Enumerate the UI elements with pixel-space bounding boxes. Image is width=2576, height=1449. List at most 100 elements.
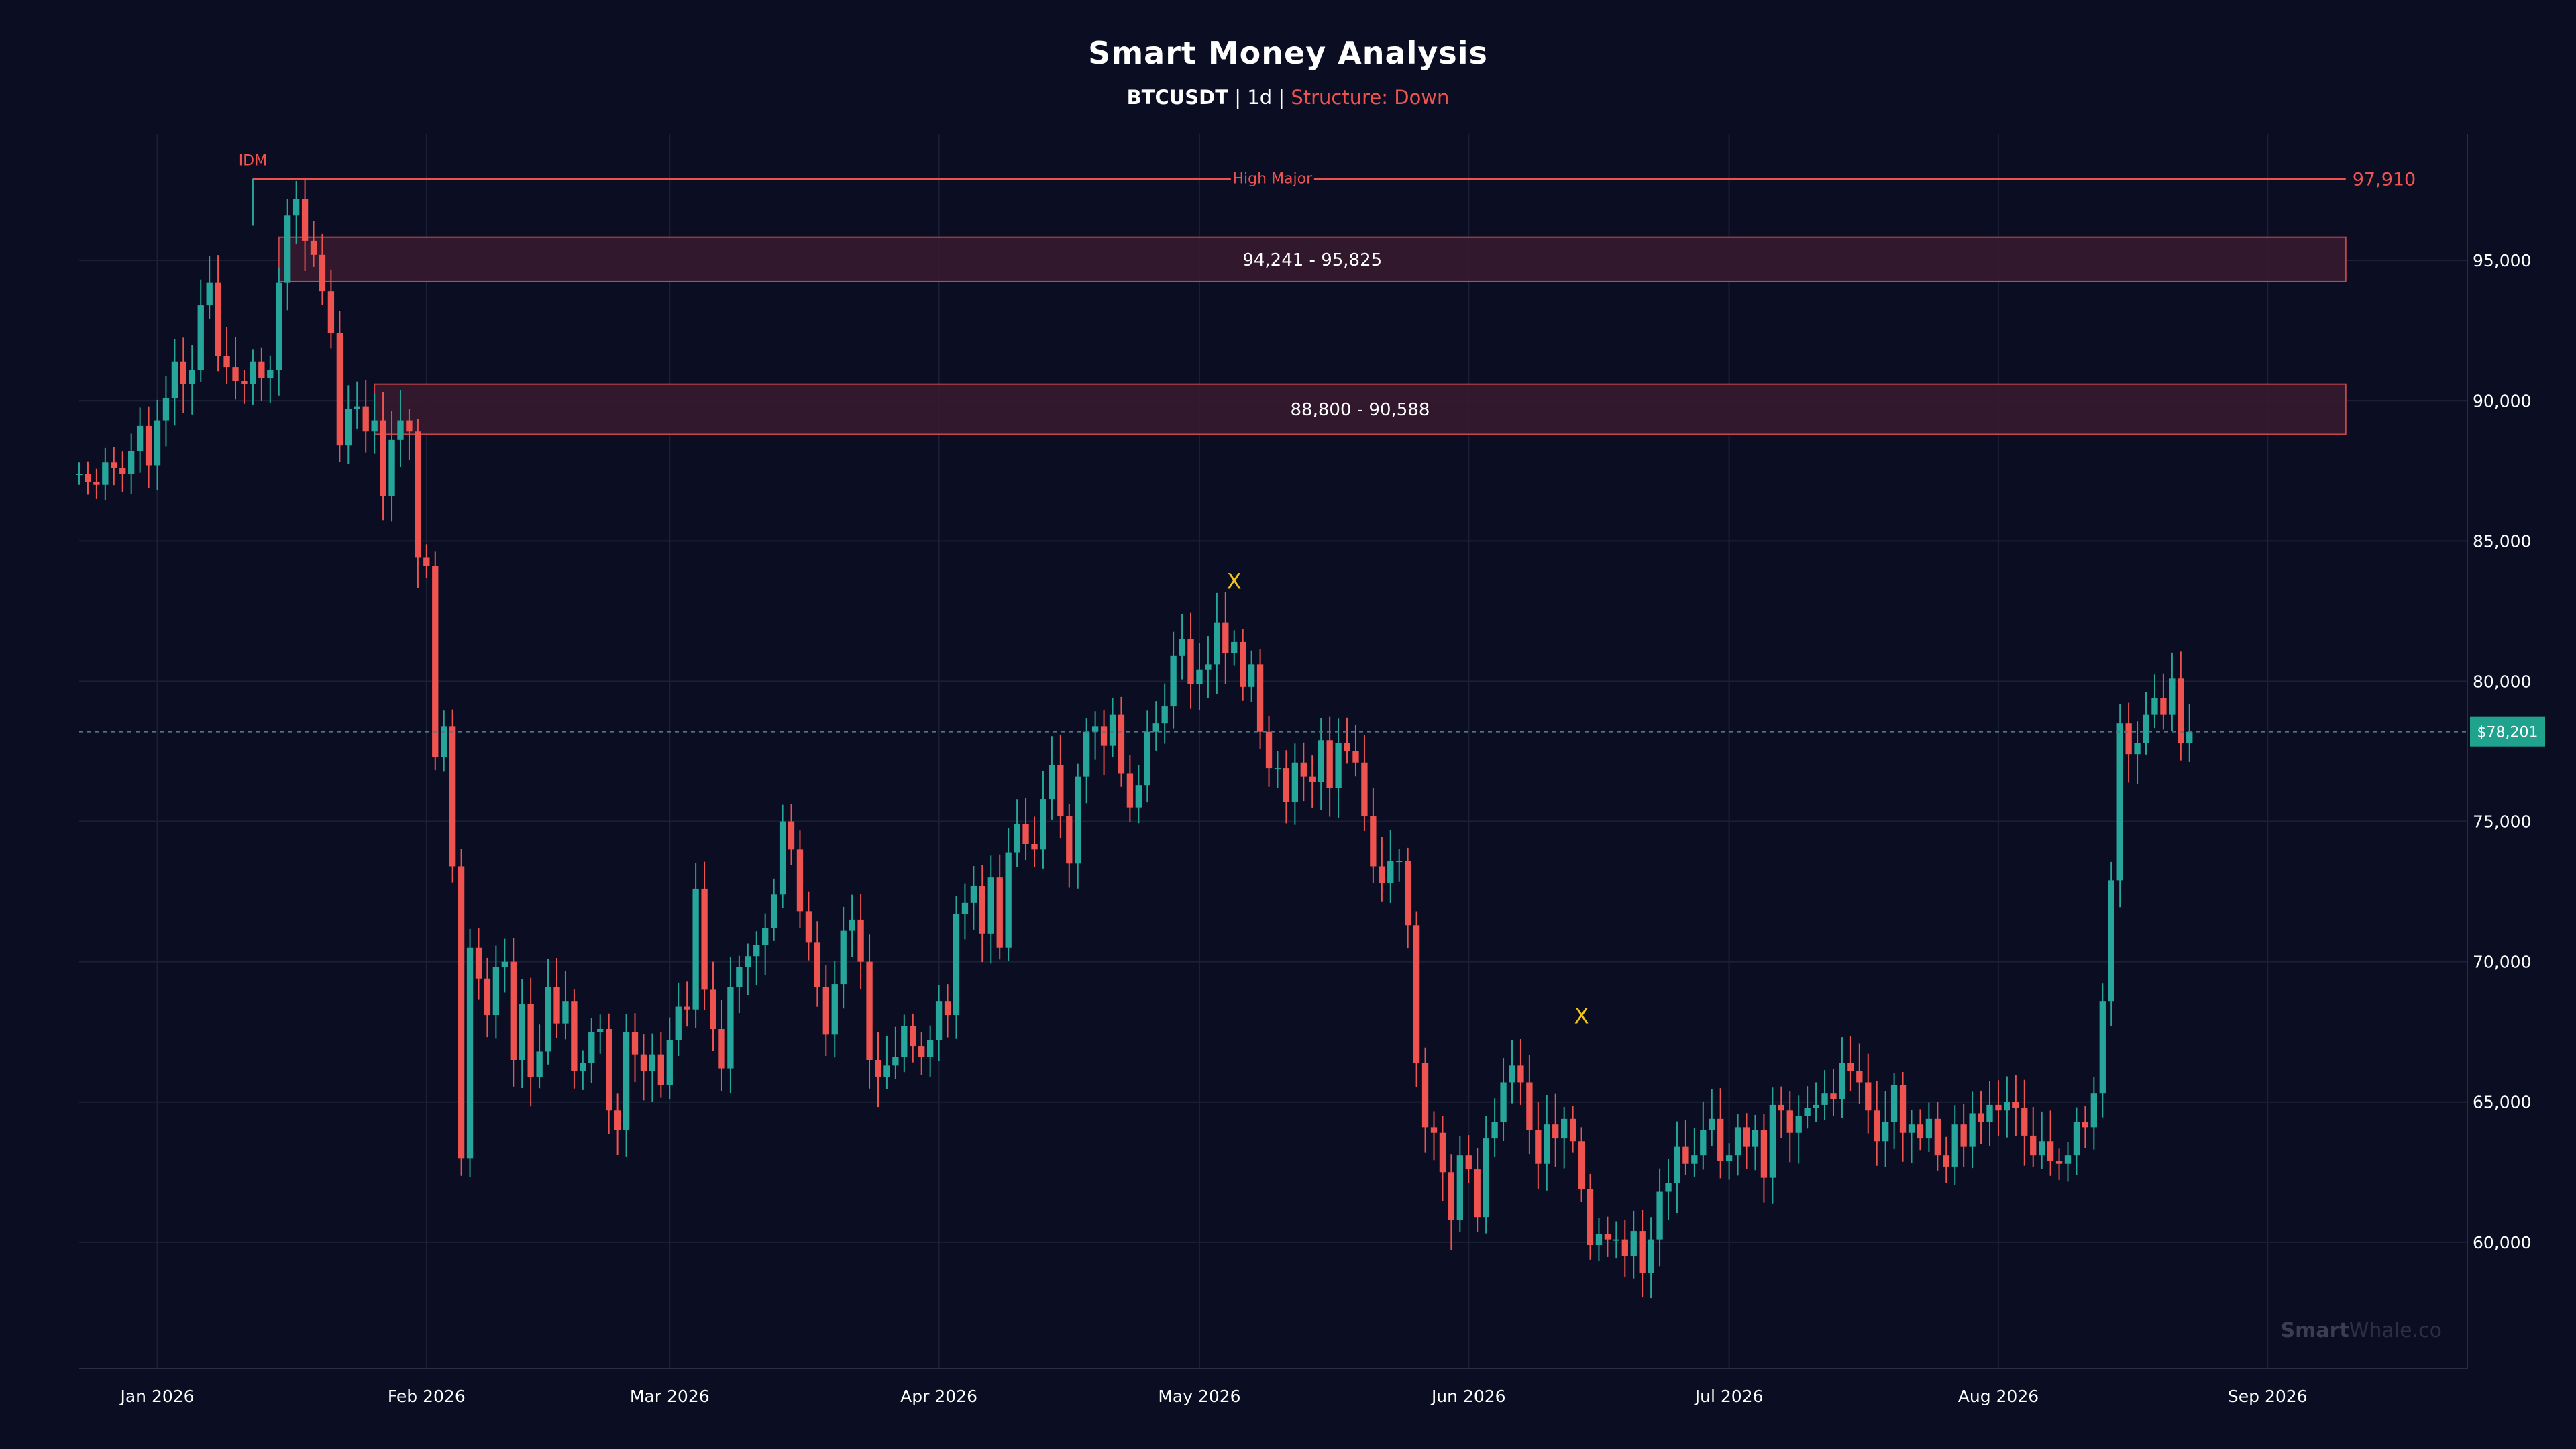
candle-body	[2134, 743, 2141, 755]
candle-body	[519, 1004, 525, 1060]
candle-body	[241, 381, 248, 384]
candle-body	[831, 984, 838, 1035]
candle-body	[970, 885, 977, 903]
candle-body	[292, 199, 300, 216]
candle-body	[1075, 776, 1081, 864]
candle-body	[935, 1001, 943, 1040]
candle-body	[1040, 799, 1046, 850]
candle-body	[788, 821, 795, 850]
candle-body	[1795, 1116, 1802, 1133]
candle-body	[1821, 1093, 1828, 1105]
candle-body	[232, 367, 239, 381]
candle-body	[1656, 1191, 1663, 1240]
x-mark-label: X	[1227, 568, 1242, 594]
x-tick-label: Jun 2026	[1430, 1387, 1506, 1406]
candle-body	[840, 930, 847, 985]
candle-body	[1352, 751, 1359, 763]
y-tick-label: 80,000	[2473, 672, 2531, 691]
candle-body	[2186, 731, 2193, 743]
candle-body	[1379, 866, 1385, 883]
candle-body	[466, 947, 474, 1159]
candle-body	[397, 420, 404, 440]
candle-body	[1413, 925, 1420, 1063]
candle-body	[1126, 773, 1134, 808]
candle-body	[301, 199, 309, 241]
candle-body	[1135, 785, 1142, 808]
candle-body	[1595, 1234, 1603, 1245]
candle-body	[849, 919, 855, 931]
chart-subtitle: BTCUSDT | 1d | Structure: Down	[0, 86, 2576, 109]
candle-body	[1222, 622, 1229, 653]
candle-body	[2055, 1161, 2063, 1164]
candle-body	[1231, 641, 1238, 653]
candle-body	[1291, 762, 1299, 802]
candle-body	[1535, 1130, 1542, 1164]
candle-body	[875, 1060, 881, 1077]
y-tick-label: 70,000	[2473, 953, 2531, 972]
candle-body	[1648, 1239, 1654, 1273]
candle-body	[684, 1006, 690, 1010]
last-price-tag	[2470, 716, 2545, 747]
candle-body	[961, 902, 969, 914]
candle-body	[1778, 1104, 1784, 1111]
candle-body	[93, 482, 100, 485]
candle-body	[128, 451, 135, 474]
candle-body	[1109, 714, 1116, 746]
candle-body	[1561, 1118, 1568, 1139]
candle-body	[1786, 1110, 1793, 1133]
candle-body	[1682, 1146, 1689, 1164]
candle-body	[1587, 1189, 1594, 1245]
candle-body	[640, 1054, 647, 1071]
candle-body	[996, 877, 1003, 948]
candle-body	[206, 282, 213, 306]
candle-body	[2116, 723, 2123, 881]
candle-body	[1100, 726, 1108, 746]
candle-body	[2160, 698, 2167, 715]
candle-body	[753, 945, 760, 957]
candle-body	[527, 1004, 534, 1077]
candle-body	[1057, 765, 1064, 816]
candle-body	[1700, 1130, 1707, 1156]
candle-body	[250, 361, 256, 384]
candle-body	[345, 409, 352, 446]
candle-body	[1760, 1130, 1768, 1178]
candle-body	[197, 305, 204, 370]
candle-body	[2030, 1135, 2037, 1156]
candle-body	[614, 1110, 621, 1130]
candle-body	[779, 821, 786, 895]
candle-body	[171, 361, 178, 398]
candle-body	[102, 462, 109, 485]
candle-body	[1978, 1113, 1984, 1122]
candle-body	[701, 888, 708, 990]
zone-label: 88,800 - 90,588	[1291, 400, 1430, 420]
candle-body	[1152, 723, 1159, 732]
candle-body	[1274, 768, 1281, 770]
candle-body	[1361, 762, 1368, 816]
candle-body	[310, 240, 317, 255]
candle-body	[1118, 714, 1125, 774]
supply-zone	[278, 236, 2347, 282]
candle-body	[284, 215, 291, 283]
candle-body	[675, 1006, 682, 1040]
high-major-label-bg	[1230, 169, 1314, 189]
candle-body	[571, 1001, 578, 1071]
candle-body	[926, 1040, 934, 1057]
candle-body	[1709, 1118, 1715, 1130]
candle-body	[814, 942, 821, 987]
structure-label: Structure: Down	[1291, 86, 1450, 109]
candle-body	[267, 370, 274, 378]
candle-body	[2047, 1141, 2054, 1161]
candle-body	[458, 866, 465, 1159]
candle-body	[1474, 1169, 1481, 1218]
candle-body	[1839, 1063, 1845, 1099]
candle-body	[2090, 1093, 2098, 1128]
candle-body	[1430, 1127, 1438, 1133]
candle-body	[180, 361, 187, 384]
candle-body	[362, 406, 369, 432]
candle-body	[857, 919, 864, 962]
candle-body	[1387, 861, 1394, 883]
candle-body	[1161, 706, 1168, 724]
candle-body	[2108, 880, 2114, 1002]
candle-body	[657, 1054, 665, 1085]
candle-body	[762, 928, 769, 945]
